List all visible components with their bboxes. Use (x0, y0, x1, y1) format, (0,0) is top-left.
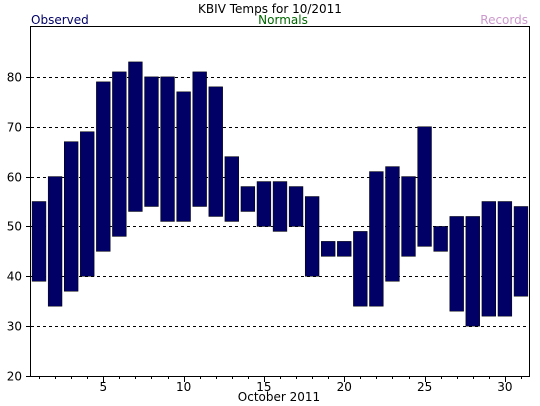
temp-bar (160, 76, 175, 222)
y-tick-label: 70 (7, 121, 22, 135)
temp-bar (481, 201, 496, 317)
legend-normals: Normals (258, 13, 308, 27)
temp-bar (417, 126, 432, 247)
temp-bar (224, 156, 239, 222)
temp-bar (144, 76, 159, 207)
y-tick-label: 80 (7, 71, 22, 85)
y-tick-label: 30 (7, 320, 22, 334)
temp-bar (337, 241, 352, 257)
temp-bar (31, 201, 47, 282)
temp-bar (353, 231, 368, 307)
temp-bar (465, 216, 480, 327)
x-tick-label: 25 (417, 380, 432, 394)
temp-bar (256, 181, 272, 227)
axes: 20 30 40 50 60 70 80 5 10 15 20 25 30 (7, 71, 522, 394)
bars (31, 61, 529, 327)
temp-bar (176, 91, 191, 222)
temp-bar (80, 131, 95, 277)
temp-bar (449, 216, 464, 312)
temp-bar (304, 196, 320, 277)
temp-bar (321, 241, 336, 257)
x-tick-label: 5 (99, 380, 107, 394)
temp-bar (433, 226, 448, 252)
temp-bar (64, 141, 79, 292)
temp-bar (192, 71, 207, 207)
temp-bar (369, 171, 384, 307)
legend-records: Records (480, 13, 528, 27)
chart-title: KBIV Temps for 10/2011 (198, 2, 342, 16)
temp-bar (497, 201, 513, 317)
temp-bar (96, 81, 111, 252)
legend-observed: Observed (31, 13, 89, 27)
temp-bar (128, 61, 143, 212)
temp-bar (208, 86, 223, 217)
temp-bar (47, 176, 63, 307)
temp-bar (385, 166, 400, 282)
temp-bar (272, 181, 288, 232)
y-tick-label: 60 (7, 171, 22, 185)
y-tick-label: 50 (7, 220, 22, 234)
x-tick-label: 15 (256, 380, 271, 394)
temp-bar (401, 176, 416, 257)
x-tick-label: 20 (337, 380, 352, 394)
temp-bar (240, 186, 256, 212)
x-tick-label: 10 (176, 380, 191, 394)
temp-bar (513, 206, 529, 297)
y-tick-label: 20 (7, 370, 22, 384)
x-tick-label: 30 (497, 380, 512, 394)
x-axis-label: October 2011 (238, 390, 320, 404)
y-tick-label: 40 (7, 270, 22, 284)
temp-bar (112, 71, 127, 237)
temp-bar (288, 186, 304, 227)
